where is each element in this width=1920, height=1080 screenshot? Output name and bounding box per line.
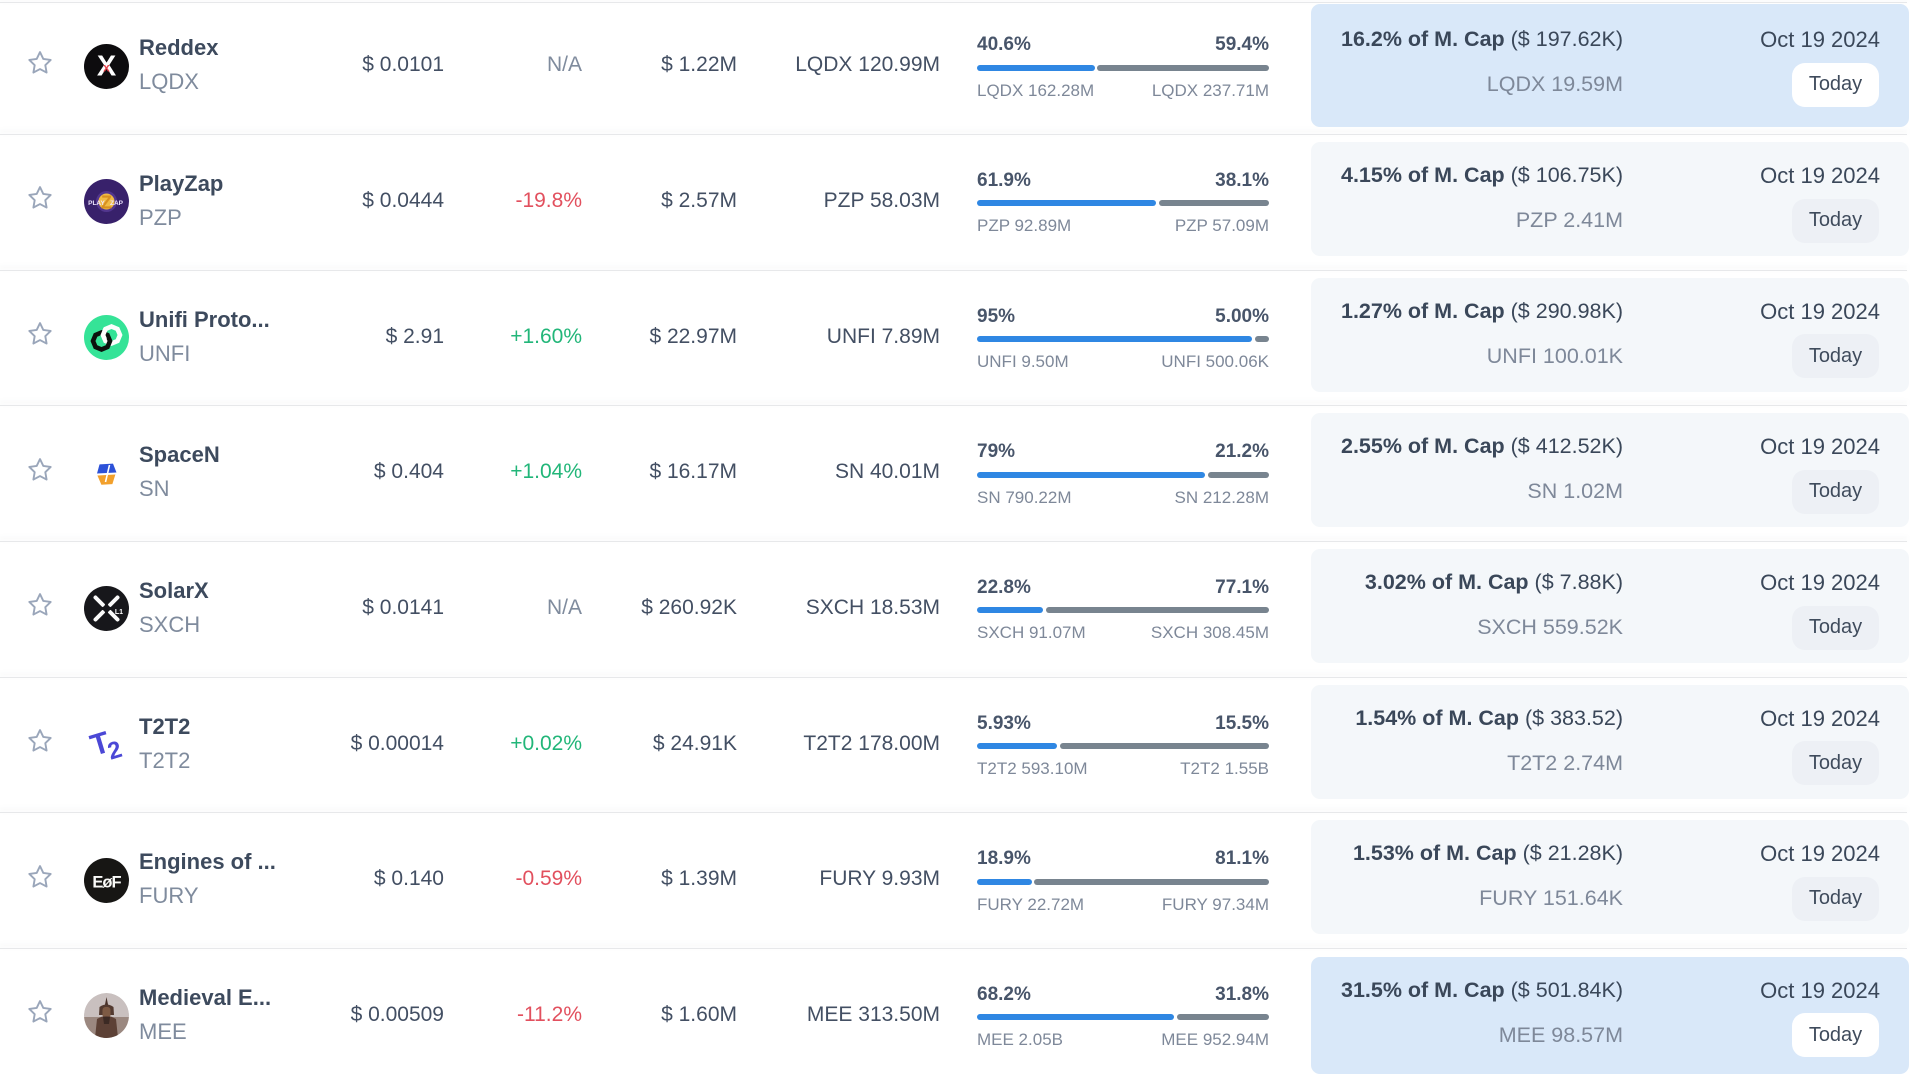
svg-text:X: X [96,50,116,82]
svg-text:ZAP: ZAP [110,200,124,207]
svg-text:L1: L1 [114,609,122,616]
svg-text:2: 2 [104,736,125,766]
svg-text:Z: Z [101,193,112,213]
svg-text:x: x [103,60,110,74]
svg-text:EøF: EøF [92,873,121,891]
svg-text:PLAY: PLAY [88,200,105,207]
